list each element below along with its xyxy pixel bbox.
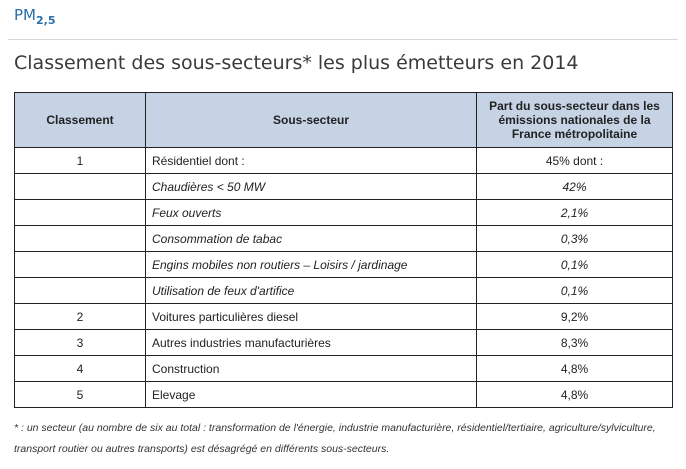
cell-sector: Chaudières < 50 MW bbox=[145, 173, 477, 200]
cell-share: 42% bbox=[476, 173, 673, 200]
cell-rank bbox=[14, 173, 146, 200]
cell-sector: Consommation de tabac bbox=[145, 225, 477, 252]
cell-share: 4,8% bbox=[476, 381, 673, 408]
emissions-table: Classement Sous-secteur Part du sous-sec… bbox=[14, 92, 673, 408]
divider bbox=[8, 39, 678, 40]
cell-share: 45% dont : bbox=[476, 147, 673, 174]
cell-share: 0,1% bbox=[476, 251, 673, 278]
cell-rank: 5 bbox=[14, 381, 146, 408]
cell-share: 0,3% bbox=[476, 225, 673, 252]
table-row: Utilisation de feux d'artifice 0,1% bbox=[14, 277, 673, 304]
cell-share: 4,8% bbox=[476, 355, 673, 382]
header-rank: Classement bbox=[14, 92, 146, 148]
cell-rank bbox=[14, 199, 146, 226]
cell-sector: Engins mobiles non routiers – Loisirs / … bbox=[145, 251, 477, 278]
cell-sector: Voitures particulières diesel bbox=[145, 303, 477, 330]
cell-share: 2,1% bbox=[476, 199, 673, 226]
cell-rank: 3 bbox=[14, 329, 146, 356]
table-row: Feux ouverts 2,1% bbox=[14, 199, 673, 226]
cell-rank bbox=[14, 277, 146, 304]
table-row: 3 Autres industries manufacturières 8,3% bbox=[14, 329, 673, 356]
cell-rank bbox=[14, 225, 146, 252]
cell-share: 0,1% bbox=[476, 277, 673, 304]
cell-sector: Elevage bbox=[145, 381, 477, 408]
table-row: Engins mobiles non routiers – Loisirs / … bbox=[14, 251, 673, 278]
footnote: * : un secteur (au nombre de six au tota… bbox=[14, 422, 656, 455]
cell-rank bbox=[14, 251, 146, 278]
table-row: 5 Elevage 4,8% bbox=[14, 381, 673, 408]
cell-sector: Feux ouverts bbox=[145, 199, 477, 226]
cell-sector: Résidentiel dont : bbox=[145, 147, 477, 174]
cell-sector: Utilisation de feux d'artifice bbox=[145, 277, 477, 304]
cell-rank: 4 bbox=[14, 355, 146, 382]
table-row: Consommation de tabac 0,3% bbox=[14, 225, 673, 252]
pollutant-subscript: 2,5 bbox=[36, 14, 56, 27]
table-row: 2 Voitures particulières diesel 9,2% bbox=[14, 303, 673, 330]
cell-share: 9,2% bbox=[476, 303, 673, 330]
table-row: 4 Construction 4,8% bbox=[14, 355, 673, 382]
page-title: Classement des sous-secteurs* les plus é… bbox=[14, 52, 579, 74]
pollutant-name: PM bbox=[14, 6, 36, 24]
table-row: Chaudières < 50 MW 42% bbox=[14, 173, 673, 200]
cell-rank: 2 bbox=[14, 303, 146, 330]
header-share: Part du sous-secteur dans les émissions … bbox=[476, 92, 673, 148]
pollutant-label: PM2,5 bbox=[14, 6, 56, 27]
header-sector: Sous-secteur bbox=[145, 92, 477, 148]
table-row: 1 Résidentiel dont :45% dont : bbox=[14, 147, 673, 174]
cell-sector: Autres industries manufacturières bbox=[145, 329, 477, 356]
cell-share: 8,3% bbox=[476, 329, 673, 356]
table-header-row: Classement Sous-secteur Part du sous-sec… bbox=[14, 92, 673, 148]
cell-sector: Construction bbox=[145, 355, 477, 382]
cell-rank: 1 bbox=[14, 147, 146, 174]
